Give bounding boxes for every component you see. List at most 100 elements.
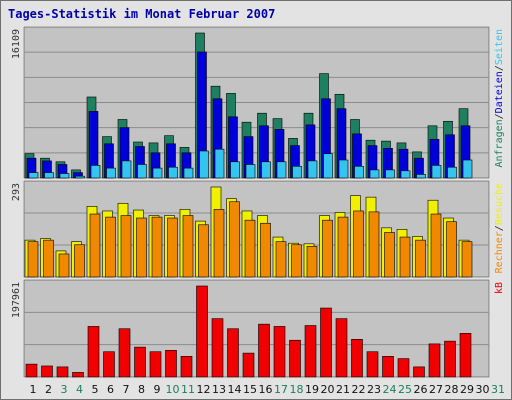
chart-title: Tages-Statistik im Monat Februar 2007 bbox=[8, 7, 276, 21]
legend-entry: Seiten bbox=[494, 29, 505, 65]
x-tick-label-day-25: 25 bbox=[398, 383, 412, 396]
bar-rechner-day-16 bbox=[260, 222, 271, 278]
bar-kb-day-17 bbox=[273, 326, 286, 378]
x-tick-label-day-12: 12 bbox=[197, 383, 211, 396]
x-tick-label-day-8: 8 bbox=[138, 383, 145, 396]
bar-rechner-day-14 bbox=[229, 201, 240, 278]
bar-kb-day-25 bbox=[397, 358, 410, 378]
x-tick-label-day-4: 4 bbox=[76, 383, 83, 396]
bar-seiten-day-3 bbox=[59, 173, 70, 179]
visits-panel-legend: Rechner/Besuche bbox=[494, 183, 505, 273]
x-tick-label-day-10: 10 bbox=[166, 383, 180, 396]
bar-rechner-day-11 bbox=[182, 215, 194, 278]
bar-rechner-day-3 bbox=[58, 253, 70, 278]
bar-seiten-day-9 bbox=[152, 167, 163, 179]
x-tick-label-day-1: 1 bbox=[30, 383, 37, 396]
bar-rechner-day-13 bbox=[213, 209, 225, 278]
bar-kb-day-23 bbox=[366, 351, 379, 378]
bar-rechner-day-9 bbox=[151, 216, 163, 278]
bar-seiten-day-19 bbox=[307, 160, 318, 179]
bar-seiten-day-17 bbox=[276, 161, 287, 179]
bar-kb-day-8 bbox=[134, 346, 146, 378]
bar-rechner-day-19 bbox=[306, 245, 318, 278]
bar-seiten-day-20 bbox=[323, 153, 333, 179]
bar-seiten-day-24 bbox=[385, 169, 395, 179]
x-tick-label-day-7: 7 bbox=[123, 383, 130, 396]
bar-rechner-day-27 bbox=[430, 213, 442, 278]
visits-panel-ymax-label: 293 bbox=[11, 183, 22, 201]
bar-kb-day-4 bbox=[72, 372, 84, 378]
bar-seiten-day-11 bbox=[183, 167, 194, 179]
bar-kb-day-19 bbox=[304, 325, 317, 378]
bar-seiten-day-22 bbox=[354, 165, 364, 179]
bar-kb-day-16 bbox=[258, 323, 270, 378]
bar-kb-day-22 bbox=[351, 339, 363, 378]
traffic-panel bbox=[23, 279, 490, 378]
x-tick-label-day-28: 28 bbox=[445, 383, 459, 396]
bar-kb-day-26 bbox=[413, 366, 425, 378]
x-tick-label-day-3: 3 bbox=[61, 383, 68, 396]
bar-rechner-day-6 bbox=[105, 216, 116, 278]
bar-seiten-day-25 bbox=[400, 170, 411, 179]
bar-rechner-day-5 bbox=[89, 213, 101, 278]
bar-rechner-day-8 bbox=[136, 217, 147, 278]
bar-rechner-day-1 bbox=[27, 241, 39, 278]
bar-rechner-day-15 bbox=[244, 219, 256, 278]
x-tick-label-day-9: 9 bbox=[154, 383, 161, 396]
bar-rechner-day-22 bbox=[353, 210, 364, 278]
legend-entry: Dateien bbox=[494, 71, 505, 113]
bar-seiten-day-26 bbox=[416, 174, 426, 179]
bar-seiten-day-5 bbox=[90, 165, 101, 179]
bar-seiten-day-15 bbox=[245, 164, 256, 179]
bar-kb-day-18 bbox=[289, 339, 301, 378]
x-tick-label-day-19: 19 bbox=[305, 383, 319, 396]
bar-rechner-day-25 bbox=[399, 236, 411, 278]
bar-kb-day-3 bbox=[56, 366, 69, 378]
bar-seiten-day-23 bbox=[369, 169, 380, 179]
x-tick-label-day-29: 29 bbox=[460, 383, 474, 396]
legend-entry: / bbox=[494, 225, 505, 231]
bar-kb-day-11 bbox=[180, 356, 193, 378]
x-tick-label-day-20: 20 bbox=[321, 383, 335, 396]
bar-rechner-day-24 bbox=[384, 232, 395, 278]
bar-rechner-day-23 bbox=[368, 211, 380, 278]
bar-seiten-day-8 bbox=[137, 164, 147, 179]
x-tick-label-day-6: 6 bbox=[107, 383, 114, 396]
bar-kb-day-15 bbox=[242, 352, 255, 378]
bar-seiten-day-16 bbox=[261, 161, 271, 179]
x-tick-label-day-18: 18 bbox=[290, 383, 304, 396]
bar-seiten-day-1 bbox=[28, 172, 39, 179]
bar-kb-day-13 bbox=[211, 318, 224, 378]
bar-kb-day-2 bbox=[41, 365, 53, 378]
bar-seiten-day-29 bbox=[462, 159, 473, 179]
x-tick-label-day-14: 14 bbox=[228, 383, 242, 396]
bar-seiten-day-10 bbox=[168, 166, 178, 179]
bar-seiten-day-27 bbox=[431, 165, 442, 179]
legend-entry: kB bbox=[494, 282, 505, 294]
bar-kb-day-6 bbox=[103, 351, 115, 378]
bar-kb-day-29 bbox=[459, 333, 472, 378]
x-tick-label-day-5: 5 bbox=[92, 383, 99, 396]
legend-entry: Anfragen bbox=[494, 119, 505, 167]
bar-kb-day-28 bbox=[444, 340, 456, 378]
bar-rechner-day-12 bbox=[198, 224, 209, 278]
bar-seiten-day-14 bbox=[230, 161, 240, 179]
visits-panel bbox=[23, 180, 490, 278]
bar-kb-day-20 bbox=[320, 307, 332, 378]
x-tick-label-day-26: 26 bbox=[414, 383, 428, 396]
bar-kb-day-10 bbox=[165, 350, 177, 378]
bar-rechner-day-17 bbox=[275, 241, 287, 278]
bar-kb-day-21 bbox=[335, 318, 348, 378]
bar-seiten-day-13 bbox=[214, 148, 225, 179]
x-tick-label-day-2: 2 bbox=[45, 383, 52, 396]
bar-rechner-day-29 bbox=[461, 241, 473, 278]
bar-rechner-day-7 bbox=[120, 215, 132, 278]
bar-seiten-day-12 bbox=[199, 150, 209, 179]
bar-kb-day-24 bbox=[382, 356, 394, 378]
bar-kb-day-27 bbox=[428, 343, 441, 378]
x-tick-label-day-15: 15 bbox=[243, 383, 257, 396]
x-tick-label-day-30: 30 bbox=[476, 383, 490, 396]
legend-entry: Rechner bbox=[494, 231, 505, 273]
legend-entry: Besuche bbox=[494, 183, 505, 225]
x-tick-label-day-11: 11 bbox=[181, 383, 195, 396]
